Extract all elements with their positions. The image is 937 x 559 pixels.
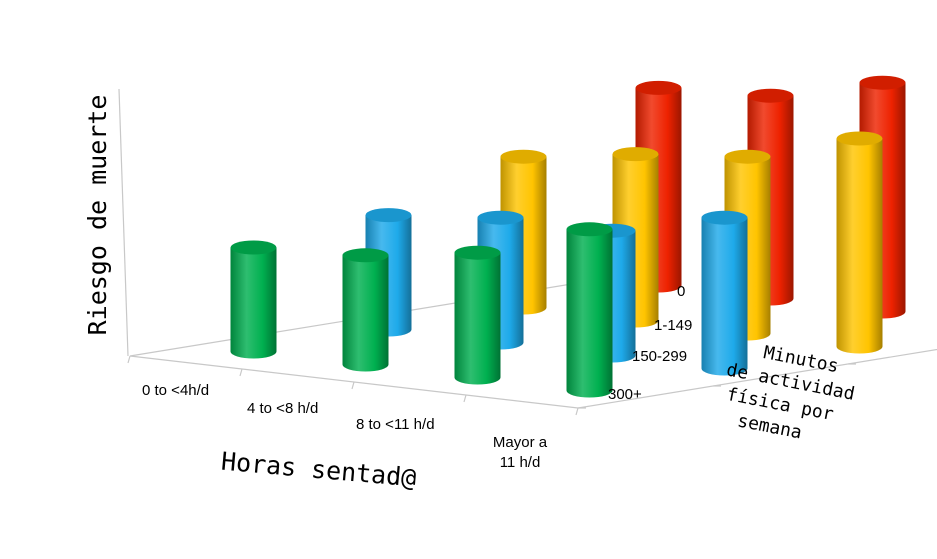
x-tick-labels: 0 to <4h/d 4 to <8 h/d 8 to <11 h/d Mayor a… (142, 382, 548, 471)
bar-top (635, 80, 682, 95)
x-tick-label: 4 to <8 h/d (247, 400, 318, 417)
bar-body (342, 255, 389, 372)
x-tick-mark (239, 368, 243, 377)
x-tick-label: 11 h/d (500, 454, 541, 471)
bar-top (566, 222, 613, 237)
depth-axis-label: Minutos de actividad física por semana (725, 342, 857, 443)
bar (836, 131, 883, 354)
bar (230, 240, 277, 359)
bar-top (747, 88, 794, 103)
bar-top (477, 210, 524, 225)
y-axis-line (118, 88, 129, 357)
bar (342, 248, 389, 372)
bar-top (500, 149, 547, 164)
bar-top (701, 210, 748, 225)
depth-tick-labels: 0 1-149 150-299 300+ (608, 283, 692, 403)
y-axis-label: Riesgo de muerte (83, 95, 112, 336)
depth-tick-label: 150-299 (632, 348, 687, 365)
x-tick-label: 0 to <4h/d (142, 382, 209, 399)
bar-body (701, 217, 748, 376)
bar-top (342, 248, 389, 263)
bar-body (836, 138, 883, 354)
bar-top (612, 147, 659, 162)
bar-top (724, 149, 771, 164)
depth-tick-label: 300+ (608, 386, 642, 403)
bar-top (365, 208, 412, 223)
bar (566, 222, 613, 398)
bar-top (230, 240, 277, 255)
bars (230, 75, 906, 398)
bar (454, 245, 501, 385)
depth-tick-label: 1-149 (654, 317, 692, 334)
bar-top (859, 75, 906, 90)
bar-body (230, 247, 277, 359)
bar-body (566, 229, 613, 398)
x-tick-mark (127, 355, 131, 364)
x-tick-label: 8 to <11 h/d (356, 416, 435, 433)
x-tick-label: Mayor a (493, 434, 548, 451)
bar (701, 210, 748, 376)
bar-body (454, 252, 501, 385)
bar-top (454, 245, 501, 260)
x-tick-mark (463, 394, 467, 403)
x-axis-label: Horas sentad@ (220, 447, 417, 493)
x-tick-mark (575, 407, 579, 416)
bar-top (836, 131, 883, 146)
depth-tick-label: 0 (677, 283, 685, 300)
x-tick-mark (351, 381, 355, 390)
